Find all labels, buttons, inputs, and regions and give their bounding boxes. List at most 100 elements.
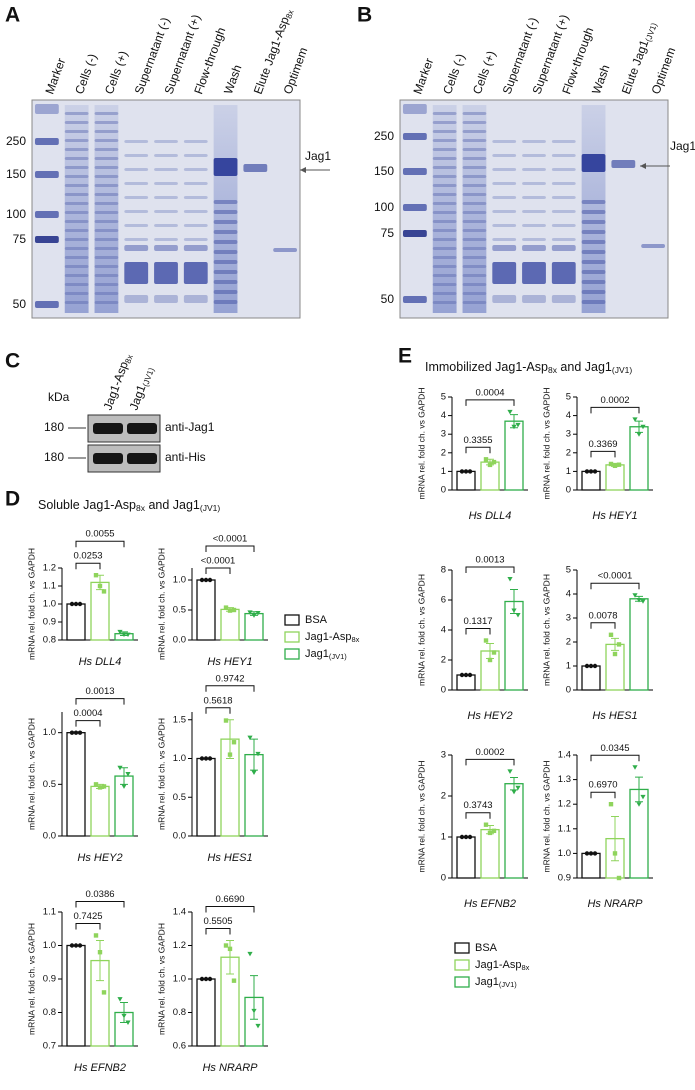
data-point xyxy=(483,638,489,643)
text-run: Jag1-Asp xyxy=(101,359,132,412)
data-point xyxy=(612,851,618,856)
gel-band xyxy=(124,182,149,185)
y-tick-label: 1.0 xyxy=(173,974,186,985)
y-tick-label: 3 xyxy=(566,613,571,624)
gel-band xyxy=(432,211,457,214)
gel-band xyxy=(213,280,238,284)
gel-band xyxy=(213,220,238,224)
data-point xyxy=(77,943,83,948)
text-run: Jag1 xyxy=(475,976,499,988)
gel-band xyxy=(124,238,149,241)
lane-label: Cells (-) xyxy=(440,52,468,96)
data-point xyxy=(463,469,469,474)
gel-band xyxy=(124,168,149,171)
data-point xyxy=(121,784,127,789)
gel-band xyxy=(94,283,119,286)
bar xyxy=(456,836,476,879)
data-point xyxy=(584,663,590,669)
gel-band xyxy=(432,157,457,160)
x-axis-label: Hs HEY2 xyxy=(467,710,512,722)
data-point xyxy=(467,672,473,678)
y-tick-label: 0.5 xyxy=(173,792,186,803)
p-value: 0.0013 xyxy=(85,686,114,697)
data-point xyxy=(467,834,473,840)
y-tick-label: 0 xyxy=(441,485,446,496)
panel-title: Immobilized Jag1-Asp8x and Jag1(JV1) xyxy=(425,360,632,375)
subscript: (JV1) xyxy=(329,652,347,661)
legend-swatch xyxy=(454,976,470,988)
data-point xyxy=(251,1008,257,1014)
significance-bracket xyxy=(205,927,231,935)
gel-band xyxy=(183,238,208,241)
gel-band xyxy=(522,140,546,143)
data-point xyxy=(608,461,614,467)
panel-letter: E xyxy=(398,345,412,368)
p-value: 0.5505 xyxy=(203,916,232,927)
data-point xyxy=(231,740,237,745)
data-point xyxy=(255,1023,261,1029)
data-point xyxy=(203,577,209,583)
legend-label: Jag1-Asp8x xyxy=(305,631,360,644)
gel-band xyxy=(34,104,59,114)
gel-band xyxy=(64,265,89,268)
y-tick-label: 4 xyxy=(566,589,571,600)
x-axis-label: Hs DLL4 xyxy=(79,656,122,668)
gel-lane xyxy=(432,105,457,313)
text-run: Wash xyxy=(589,63,612,96)
gel-band xyxy=(522,224,546,227)
data-point xyxy=(199,577,205,583)
panel-letter: D xyxy=(5,488,20,511)
text-run: and Jag1 xyxy=(557,360,612,374)
data-point xyxy=(491,828,497,834)
y-tick-label: 0.9 xyxy=(43,617,56,628)
data-point xyxy=(612,651,618,657)
p-value: 0.0386 xyxy=(85,889,114,900)
gel-band xyxy=(492,210,517,213)
subscript: (JV1) xyxy=(200,503,220,513)
data-point xyxy=(117,765,123,771)
data-point xyxy=(459,469,465,474)
gel-band xyxy=(581,230,606,234)
data-point xyxy=(491,650,497,655)
gel-band xyxy=(64,184,89,187)
x-axis-label: Hs HEY1 xyxy=(207,656,252,668)
y-tick-label: 0 xyxy=(566,485,571,496)
data-point xyxy=(459,672,465,678)
gel-band xyxy=(94,238,119,241)
y-tick-label: 0.5 xyxy=(173,605,186,616)
text-run: Elute Jag1 xyxy=(619,38,652,96)
y-tick-label: 0.0 xyxy=(43,831,56,842)
marker-label: 100 xyxy=(374,200,394,214)
p-value: 0.0002 xyxy=(475,747,504,758)
gel-band xyxy=(154,295,178,303)
text-run: Cells (+) xyxy=(102,49,131,96)
gel-band xyxy=(243,164,268,172)
p-value: 0.0078 xyxy=(588,610,617,621)
gel-band xyxy=(432,265,457,268)
data-point xyxy=(487,462,493,468)
gel-band xyxy=(64,274,89,277)
text-run: Jag1-Asp xyxy=(305,631,351,643)
lane-label: Jag1(JV1) xyxy=(127,364,157,412)
gel-band xyxy=(581,270,606,274)
gel-band xyxy=(183,245,208,251)
subscript: (JV1) xyxy=(141,366,156,388)
error-bar xyxy=(635,776,643,803)
y-tick-label: 4 xyxy=(441,410,446,421)
y-tick-label: 0 xyxy=(566,685,571,696)
marker-label: 75 xyxy=(381,226,395,240)
subscript: 8x xyxy=(548,365,558,375)
y-tick-label: 3 xyxy=(441,750,446,761)
y-tick-label: 1 xyxy=(566,661,571,672)
gel-band xyxy=(462,148,487,151)
gel-band xyxy=(124,196,149,199)
panel-letter: B xyxy=(357,4,372,27)
data-point xyxy=(69,943,75,948)
gel-band xyxy=(402,104,427,114)
y-axis-label: mRNA rel. fold ch. vs GAPDH xyxy=(26,718,36,830)
text-run: Cells (-) xyxy=(72,52,100,96)
data-point xyxy=(507,409,513,415)
gel-lane xyxy=(462,105,487,313)
gel-lane xyxy=(94,105,119,313)
data-point xyxy=(125,632,131,638)
